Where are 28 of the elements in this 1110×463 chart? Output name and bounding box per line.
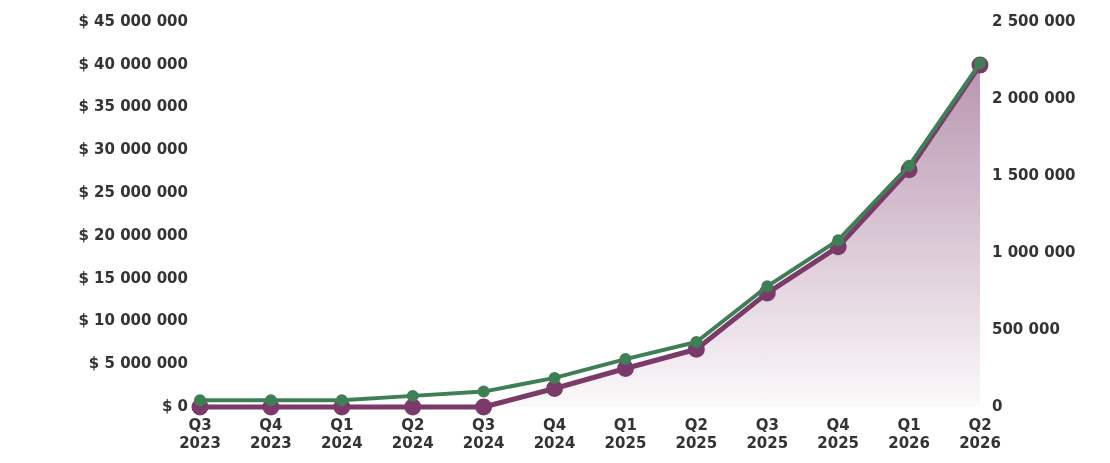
y2-tick-label: 2 000 000: [992, 88, 1076, 107]
x-tick-label: Q4 2024: [533, 415, 576, 452]
x-tick-label: Q2 2024: [391, 415, 434, 452]
x-tick-label: Q4 2023: [250, 415, 292, 452]
x-tick-label: Q2 2026: [959, 415, 1001, 452]
y2-tick-label: 500 000: [992, 319, 1060, 338]
y-tick-label: $ 20 000 000: [78, 225, 188, 244]
y-tick-label: $ 5 000 000: [88, 354, 188, 373]
y-tick-label: $ 45 000 000: [78, 11, 188, 30]
y-tick-label: $ 10 000 000: [78, 311, 188, 330]
y-tick-label: $ 15 000 000: [78, 268, 188, 287]
y-tick-label: $ 35 000 000: [78, 97, 188, 116]
y2-tick-label: 2 500 000: [992, 11, 1076, 30]
y2-tick-label: 1 500 000: [992, 165, 1076, 184]
x-tick-label: Q3 2025: [746, 415, 789, 452]
y2-tick-label: 0: [992, 396, 1003, 415]
y-tick-label: $ 30 000 000: [78, 140, 188, 159]
x-tick-label: Q2 2025: [675, 415, 718, 452]
x-tick-label: Q1 2026: [888, 415, 930, 452]
x-tick-label: Q4 2025: [817, 415, 860, 452]
y-tick-label: $ 40 000 000: [78, 54, 188, 73]
y-tick-label: $ 0: [161, 396, 188, 415]
x-tick-label: Q1 2024: [320, 415, 363, 452]
y2-tick-label: 1 000 000: [992, 242, 1076, 261]
x-tick-label: Q1 2025: [604, 415, 647, 452]
y-tick-label: $ 25 000 000: [78, 183, 188, 201]
x-tick-label: Q3 2024: [462, 415, 505, 452]
x-tick-label: Q3 2023: [179, 415, 221, 452]
